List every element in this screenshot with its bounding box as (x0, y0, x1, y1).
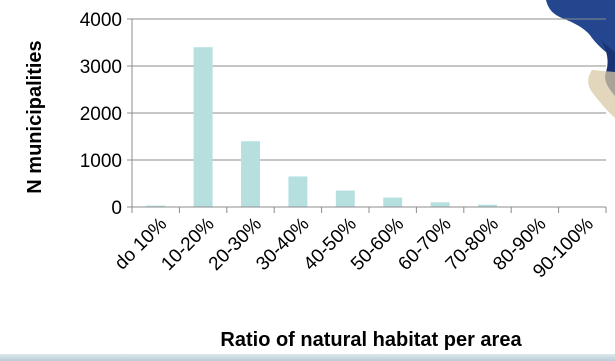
y-tick-labels: 0 1000 2000 3000 4000 (80, 10, 122, 219)
bar (430, 202, 450, 207)
bar (288, 176, 308, 207)
y-tick-label: 4000 (80, 10, 122, 31)
bar (193, 47, 213, 208)
x-axis-title: Ratio of natural habitat per area (220, 329, 522, 351)
bar (241, 141, 260, 207)
bar (335, 190, 355, 207)
y-tick-label: 2000 (80, 104, 122, 125)
bar (478, 204, 497, 207)
y-tick-label: 1000 (80, 151, 122, 172)
bar (383, 197, 403, 207)
bars (146, 47, 592, 208)
x-tick-labels: do 10%10-20%20-30%30-40%40-50%50-60%60-7… (111, 214, 598, 283)
map-decoration (546, 0, 615, 118)
y-axis-title: N municipalities (24, 40, 46, 193)
axes (127, 18, 607, 213)
bar (146, 205, 166, 207)
y-tick-label: 3000 (80, 57, 122, 78)
bottom-divider (0, 354, 615, 361)
y-tick-label: 0 (111, 198, 122, 219)
